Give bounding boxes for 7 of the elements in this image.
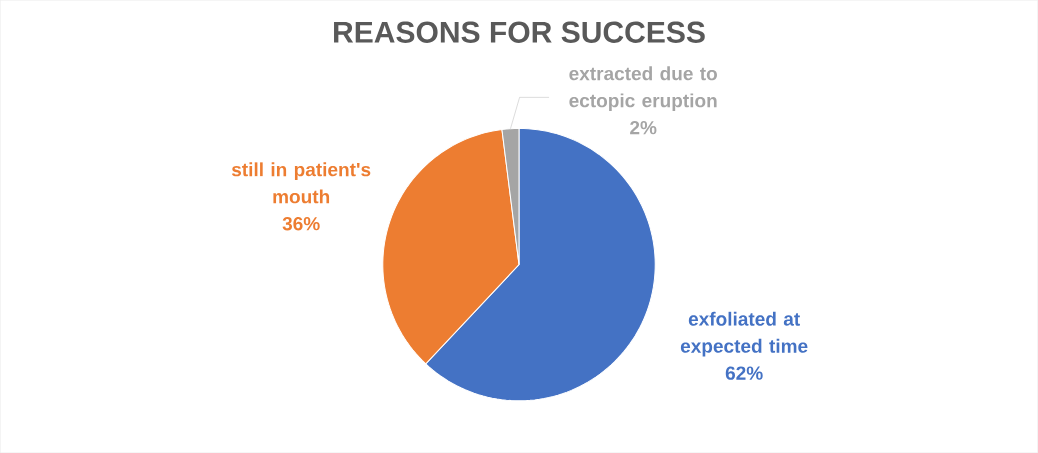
data-label: 2% — [630, 120, 657, 135]
slice-label: extracted due to ectopic eruption — [569, 66, 717, 112]
data-label: 62% — [725, 366, 763, 380]
slice-label: still in patient's mouth — [231, 162, 371, 204]
chart-title: REASONS FOR SUCCESS — [334, 21, 705, 43]
data-label: 36% — [282, 216, 320, 231]
slice-label: exfoliated at expected time — [680, 311, 808, 357]
